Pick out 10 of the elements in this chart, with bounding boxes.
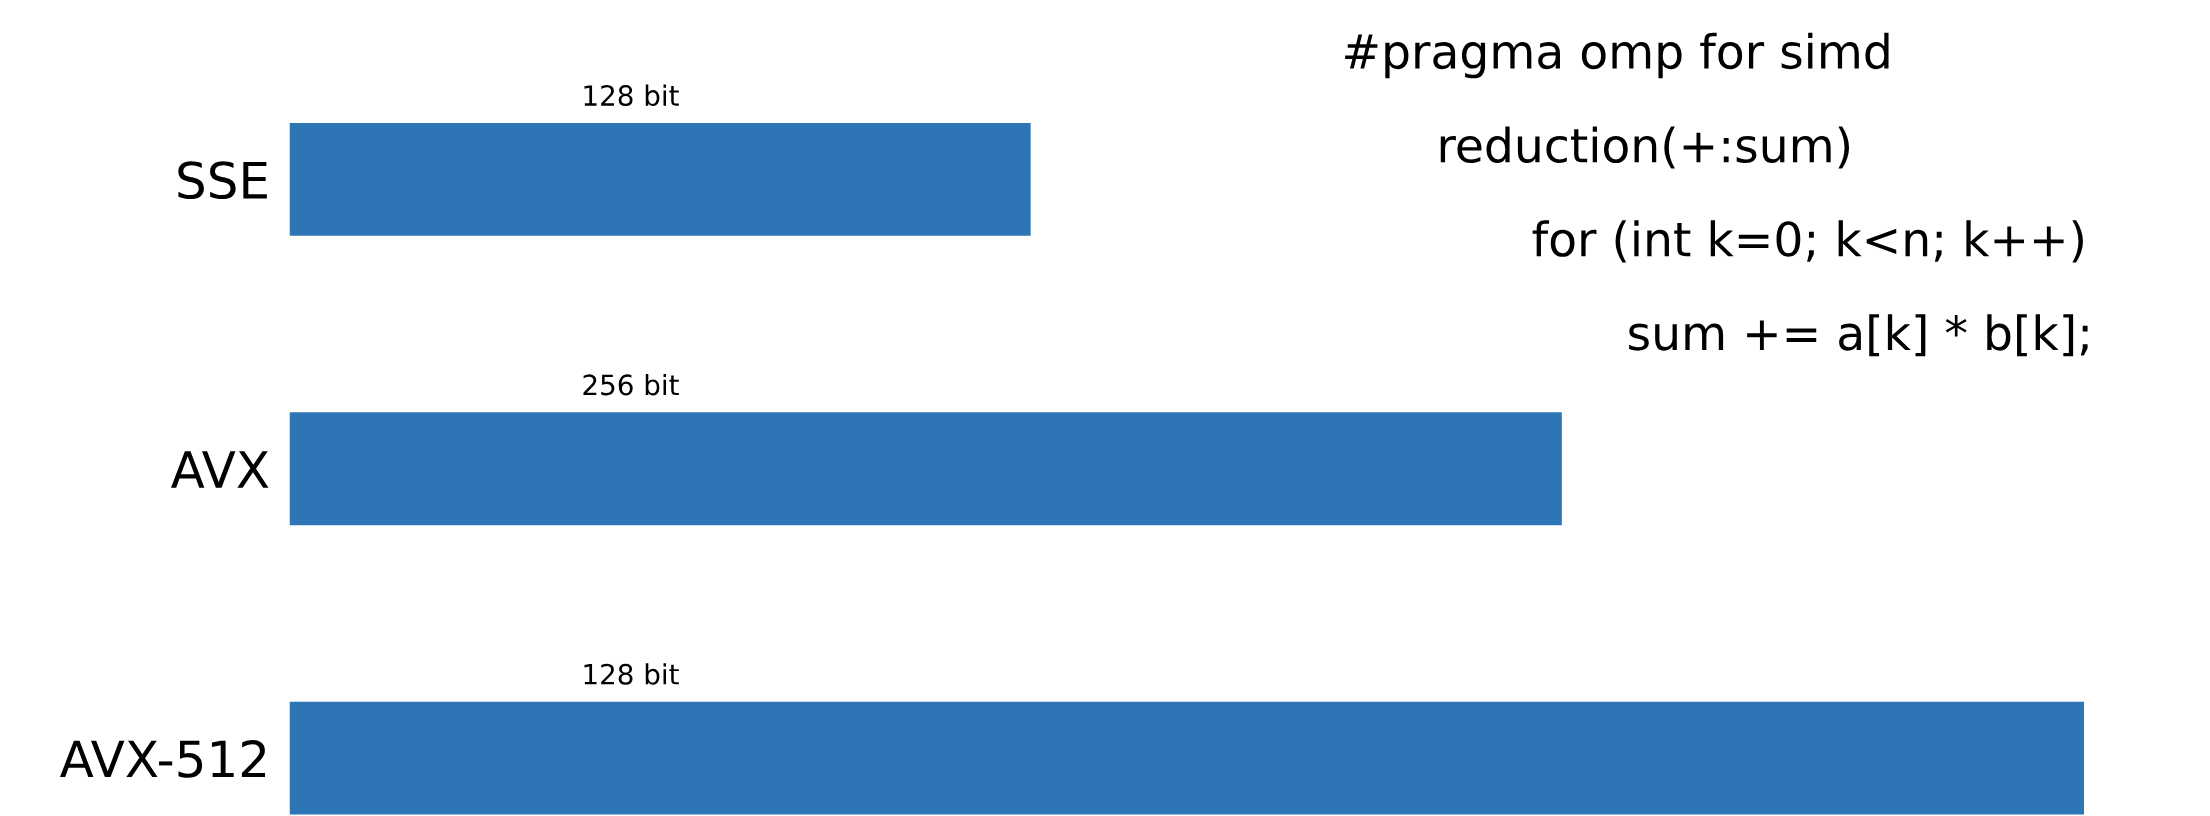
annotation: 256 bit bbox=[583, 373, 679, 396]
annotation: reduction(+:sum) bbox=[1440, 126, 1850, 169]
annotation: 128 bit bbox=[584, 84, 679, 107]
annotation: 128 bit bbox=[584, 663, 679, 685]
annotation: sum += a[k] * b[k]; bbox=[1629, 314, 2088, 357]
y-tick-label: AVX-512 bbox=[60, 740, 266, 778]
y-tick-label: AVX bbox=[170, 451, 269, 488]
annotation: #pragma omp for simd bbox=[1345, 32, 1889, 79]
annotation: for (int k=0; k<n; k++) bbox=[1532, 220, 2083, 263]
y-tick-label: SSE bbox=[178, 161, 267, 200]
